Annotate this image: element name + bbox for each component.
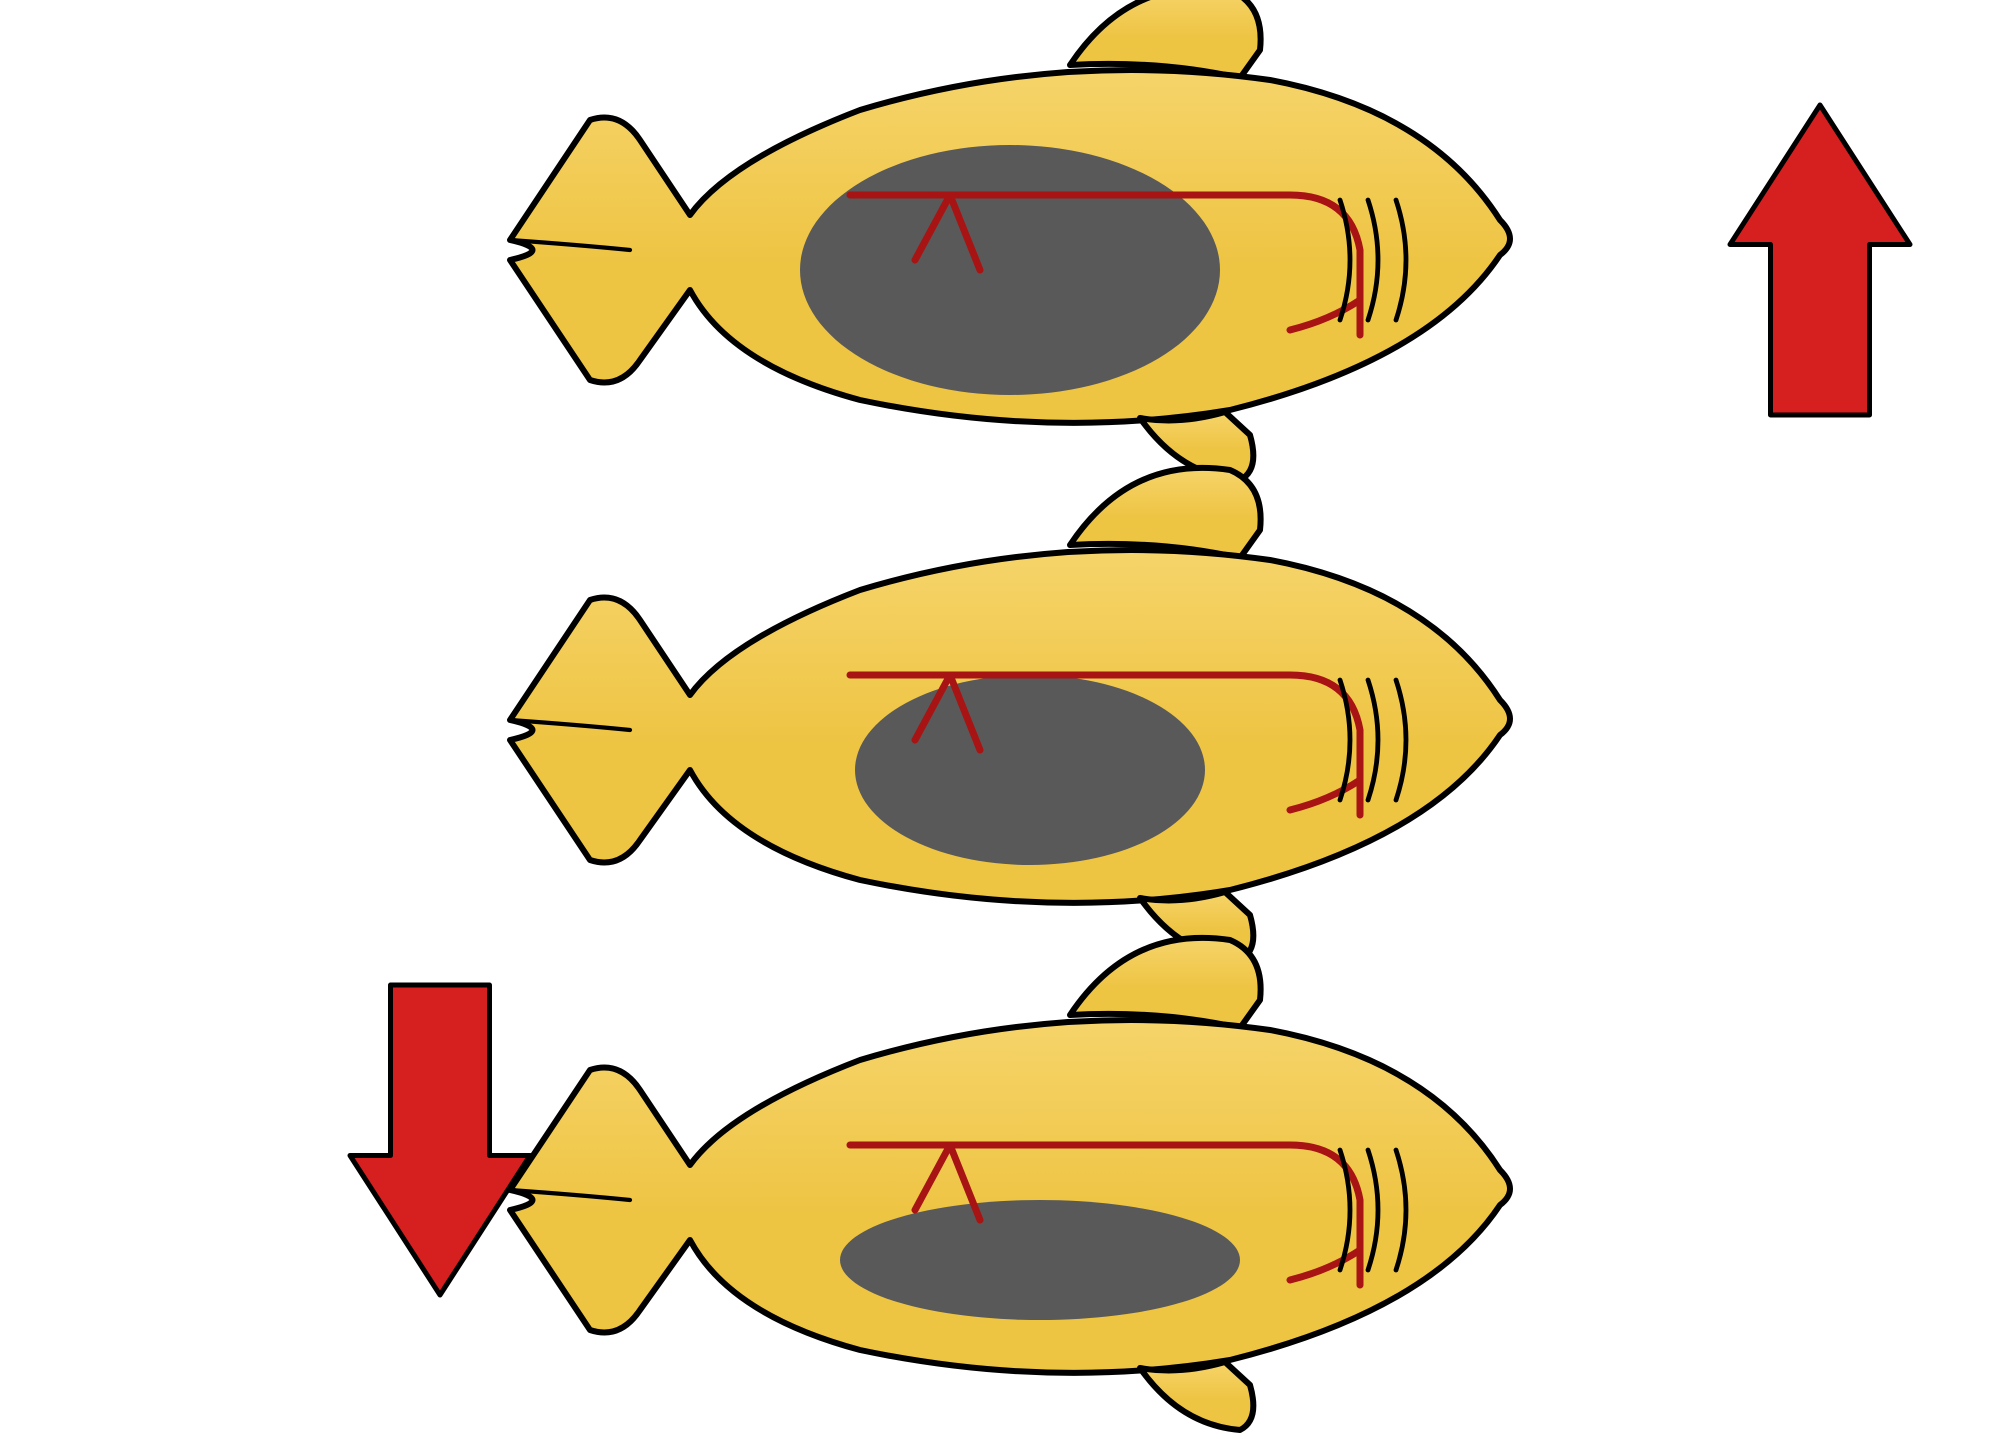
fish-0 xyxy=(510,0,1510,480)
fish-2 xyxy=(510,938,1510,1430)
arrow-down-icon xyxy=(350,985,530,1295)
swim-bladder xyxy=(855,675,1205,865)
fish-1 xyxy=(510,468,1510,960)
dorsal-fin xyxy=(1070,938,1261,1028)
arrow-up xyxy=(1730,105,1910,415)
dorsal-fin xyxy=(1070,468,1261,558)
pelvic-fin xyxy=(1140,1362,1253,1430)
dorsal-fin xyxy=(1070,0,1261,78)
swim-bladder xyxy=(800,145,1220,395)
arrow-up-icon xyxy=(1730,105,1910,415)
swim-bladder xyxy=(840,1200,1240,1320)
arrow-down xyxy=(350,985,530,1295)
